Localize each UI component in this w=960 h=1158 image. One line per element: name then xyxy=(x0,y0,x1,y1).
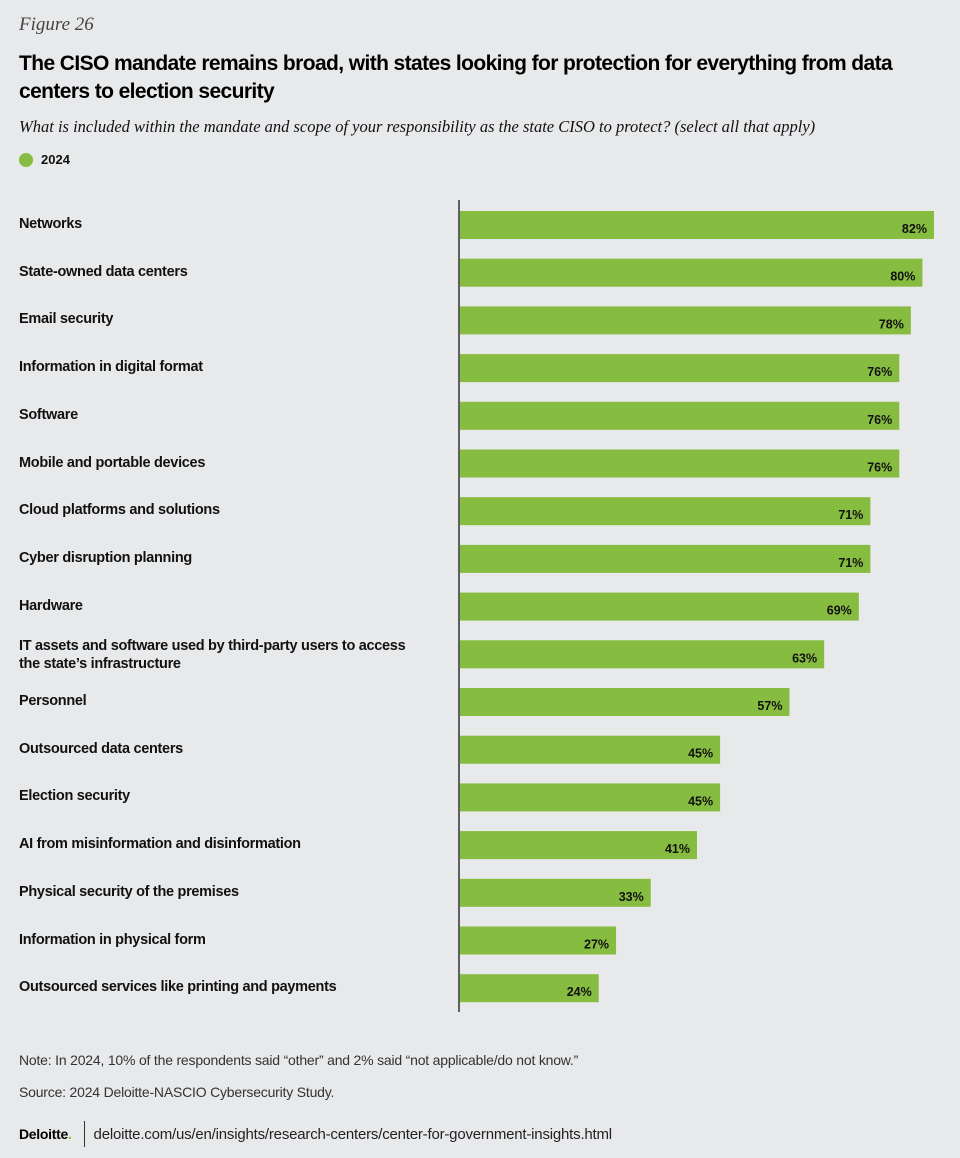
logo-text: Deloitte xyxy=(19,1126,68,1142)
bar-value-label: 78% xyxy=(879,317,904,331)
legend-swatch-2024 xyxy=(19,152,33,167)
bar-value-label: 33% xyxy=(619,890,644,904)
footnote: Note: In 2024, 10% of the respondents sa… xyxy=(19,1052,579,1068)
category-label: Mobile and portable devices xyxy=(19,454,206,471)
category-label: Physical security of the premises xyxy=(19,883,239,900)
bar xyxy=(460,401,900,430)
footer-divider xyxy=(83,1121,85,1147)
bar-value-label: 71% xyxy=(838,508,863,522)
legend-label-2024: 2024 xyxy=(41,152,70,167)
bar-value-label: 63% xyxy=(792,651,817,665)
bar-value-label: 80% xyxy=(890,270,915,284)
bar-value-label: 76% xyxy=(867,365,892,379)
footer-url-link[interactable]: deloitte.com/us/en/insights/research-cen… xyxy=(93,1125,613,1143)
category-label: Personnel xyxy=(19,693,87,709)
bar xyxy=(460,497,871,526)
category-label: Hardware xyxy=(19,597,83,614)
category-label: IT assets and software used by third-par… xyxy=(19,638,406,673)
bar xyxy=(460,592,859,621)
category-label: State-owned data centers xyxy=(19,263,188,280)
bar-value-label: 24% xyxy=(567,985,592,999)
bar xyxy=(460,974,599,1003)
category-label: Information in digital format xyxy=(19,359,203,376)
bar-value-label: 82% xyxy=(902,222,927,236)
bars-area: 82% 80% 78% 76% 76% 76% 71% 71% 69% 63% 57% 45% 45% 4… xyxy=(458,200,934,1012)
bar-value-label: 45% xyxy=(688,794,713,808)
figure-label: Figure 26 xyxy=(19,14,94,35)
category-label: Cloud platforms and solutions xyxy=(19,502,220,519)
bar xyxy=(460,831,697,860)
category-label: Cyber disruption planning xyxy=(19,549,192,566)
bar-value-label: 69% xyxy=(827,604,852,618)
category-label: Election security xyxy=(19,788,130,805)
bar-value-label: 41% xyxy=(665,842,690,856)
bar xyxy=(460,640,825,669)
bar xyxy=(460,926,617,955)
footer-bar: Deloitte. deloitte.com/us/en/insights/re… xyxy=(19,1121,612,1147)
bar-value-label: 76% xyxy=(867,413,892,427)
bar xyxy=(460,449,900,478)
bar-chart: Networks State-owned data centers Email se… xyxy=(0,195,960,1025)
bar-value-label: 45% xyxy=(688,747,713,761)
bar-value-label: 76% xyxy=(867,461,892,475)
chart-subtitle: What is included within the mandate and … xyxy=(19,117,816,136)
bar xyxy=(460,258,923,287)
bar xyxy=(460,354,900,383)
category-label: Outsourced data centers xyxy=(19,740,183,757)
category-label: Information in physical form xyxy=(19,931,206,948)
chart-title: The CISO mandate remains broad, with sta… xyxy=(19,52,893,103)
bar xyxy=(460,783,721,812)
bar xyxy=(460,211,934,239)
deloitte-logo: Deloitte. xyxy=(19,1126,72,1142)
legend: 2024 xyxy=(19,152,70,167)
bar-value-label: 57% xyxy=(757,699,782,713)
category-label: Software xyxy=(19,406,78,423)
bar xyxy=(460,544,871,573)
bar xyxy=(460,306,911,335)
source-note: Source: 2024 Deloitte-NASCIO Cybersecuri… xyxy=(19,1084,335,1100)
bar xyxy=(460,735,721,764)
bar-value-label: 71% xyxy=(838,556,863,570)
bar-value-label: 27% xyxy=(584,938,609,952)
category-label: Email security xyxy=(19,311,114,328)
category-label: Outsourced services like printing and pa… xyxy=(19,979,337,996)
bar xyxy=(460,878,651,907)
category-label: Networks xyxy=(19,216,82,232)
logo-dot: . xyxy=(67,1126,72,1142)
category-label: AI from misinformation and disinformatio… xyxy=(19,836,301,853)
bar xyxy=(460,688,790,716)
